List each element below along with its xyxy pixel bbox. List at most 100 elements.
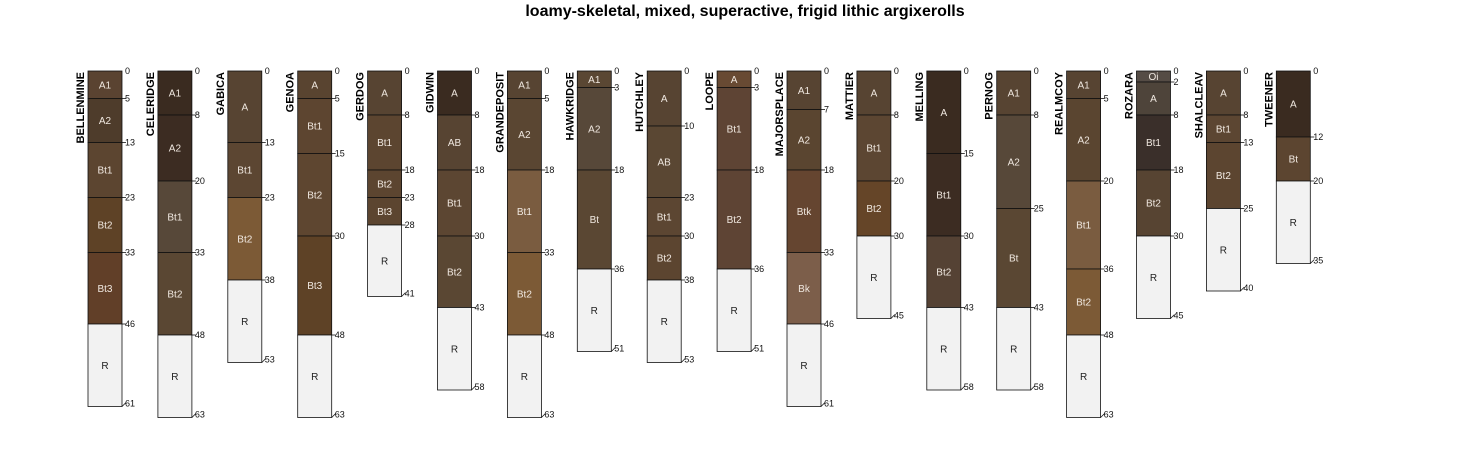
horizon-label: R xyxy=(521,372,528,383)
depth-label: 5 xyxy=(544,94,549,104)
horizon-a2 xyxy=(157,114,193,182)
horizon-bt1 xyxy=(506,169,542,253)
horizon-bt1 xyxy=(367,114,403,171)
horizon-label: Bt3 xyxy=(307,281,322,292)
horizon-label: Bt1 xyxy=(377,138,392,149)
horizon-label: Bt xyxy=(590,215,600,226)
depth-label: 25 xyxy=(1243,204,1253,214)
horizon-label: Bt2 xyxy=(377,179,392,190)
depth-label: 23 xyxy=(684,193,694,203)
horizon-bt2 xyxy=(157,252,193,336)
depth-label: 33 xyxy=(195,248,205,258)
depth-label: 8 xyxy=(195,110,200,120)
depth-label: 51 xyxy=(754,344,764,354)
profile-name: CELERIDGE xyxy=(145,72,157,136)
depth-label: 43 xyxy=(1034,303,1044,313)
horizon-label: R xyxy=(1150,273,1157,284)
depth-label: 3 xyxy=(614,83,619,93)
depth-label: 33 xyxy=(125,248,135,258)
horizon-label: Bt2 xyxy=(167,289,182,300)
depth-label: 61 xyxy=(824,399,834,409)
horizon-label: Bt1 xyxy=(1216,124,1231,135)
profile-name: HUTCHLEY xyxy=(634,71,646,132)
depth-label: 20 xyxy=(195,176,205,186)
depth-label: 15 xyxy=(335,149,345,159)
horizon-r xyxy=(576,268,612,352)
depth-label: 0 xyxy=(475,66,480,76)
horizon-label: A1 xyxy=(588,75,601,86)
depth-label: 0 xyxy=(754,66,759,76)
profile-celeridge: CELERIDGE 0 A1 8 A2 20 Bt1 33 Bt2 48 R 63 xyxy=(145,66,205,420)
horizon-label: Bt1 xyxy=(237,166,252,177)
horizon-label: R xyxy=(241,317,248,328)
horizon-label: Bt2 xyxy=(866,204,881,215)
depth-label: 0 xyxy=(614,66,619,76)
depth-label: 15 xyxy=(964,149,974,159)
horizon-label: Btk xyxy=(797,207,812,218)
horizon-r xyxy=(996,307,1032,391)
depth-label: 48 xyxy=(195,330,205,340)
horizon-a1 xyxy=(786,70,822,110)
depth-label: 20 xyxy=(894,176,904,186)
profile-shalcleav: SHALCLEAV 0 A 8 Bt1 13 Bt2 25 R 40 xyxy=(1193,66,1253,293)
profile-name: MELLING xyxy=(914,72,926,122)
depth-label: 48 xyxy=(544,330,554,340)
horizon-label: Bt1 xyxy=(97,166,112,177)
horizon-label: A1 xyxy=(1077,80,1090,91)
profile-hawkridge: HAWKRIDGE 0 A1 3 A2 18 Bt 36 R 51 xyxy=(564,66,624,354)
profiles-group: BELLENMINE0A15A213Bt123Bt233Bt346R61CELE… xyxy=(75,66,1323,420)
horizon-label: A xyxy=(1290,100,1297,111)
profile-name: SHALCLEAV xyxy=(1193,71,1205,138)
depth-label: 18 xyxy=(475,165,485,175)
depth-label: 63 xyxy=(335,410,345,420)
horizon-label: R xyxy=(451,344,458,355)
profile-name: GRANDEPOSIT xyxy=(494,72,506,153)
horizon-bt1 xyxy=(1136,114,1171,171)
horizon-label: Bt2 xyxy=(97,221,112,232)
horizon-bt2 xyxy=(437,235,472,308)
horizon-label: Bt2 xyxy=(657,254,672,265)
horizon-label: R xyxy=(171,372,178,383)
depth-tick xyxy=(820,402,826,407)
horizon-a2 xyxy=(996,114,1032,209)
horizon-label: A2 xyxy=(99,116,112,127)
depth-label: 18 xyxy=(754,165,764,175)
depth-label: 35 xyxy=(1313,256,1323,266)
depth-tick xyxy=(1100,413,1105,418)
horizon-label: R xyxy=(940,344,947,355)
horizon-bt2 xyxy=(227,197,263,281)
depth-label: 20 xyxy=(1313,176,1323,186)
depth-label: 13 xyxy=(125,138,135,148)
horizon-label: Bt2 xyxy=(447,267,462,278)
horizon-label: Bt1 xyxy=(866,144,881,155)
depth-tick xyxy=(331,413,336,418)
depth-label: 51 xyxy=(614,344,624,354)
horizon-a1 xyxy=(87,70,123,99)
depth-label: 3 xyxy=(754,83,759,93)
horizon-label: Bt2 xyxy=(307,190,322,201)
profile-rozara: ROZARA 0 Oi 2 A 8 Bt1 18 Bt2 30 R 45 xyxy=(1124,66,1184,321)
depth-tick xyxy=(960,385,966,391)
horizon-ab xyxy=(646,125,682,198)
profile-name: HAWKRIDGE xyxy=(564,72,576,140)
depth-label: 0 xyxy=(1174,66,1179,76)
depth-label: 8 xyxy=(894,110,899,120)
depth-label: 13 xyxy=(1243,138,1253,148)
profile-name: GENOA xyxy=(285,72,297,112)
horizon-a1 xyxy=(1066,70,1101,99)
horizon-label: Bt2 xyxy=(1216,171,1231,182)
horizon-bt2 xyxy=(926,235,962,308)
profile-name: GABICA xyxy=(215,72,227,115)
depth-tick xyxy=(611,347,616,352)
horizon-r xyxy=(716,268,752,352)
horizon-a1 xyxy=(506,70,542,99)
horizon-a xyxy=(1136,81,1171,116)
profile-name: PERNOG xyxy=(984,72,996,120)
depth-label: 0 xyxy=(265,66,270,76)
chart-title: loamy-skeletal, mixed, superactive, frig… xyxy=(525,3,964,20)
horizon-bt1 xyxy=(856,114,892,182)
depth-label: 28 xyxy=(405,220,415,230)
horizon-label: Bt1 xyxy=(307,122,322,133)
profile-name: ROZARA xyxy=(1124,72,1136,119)
